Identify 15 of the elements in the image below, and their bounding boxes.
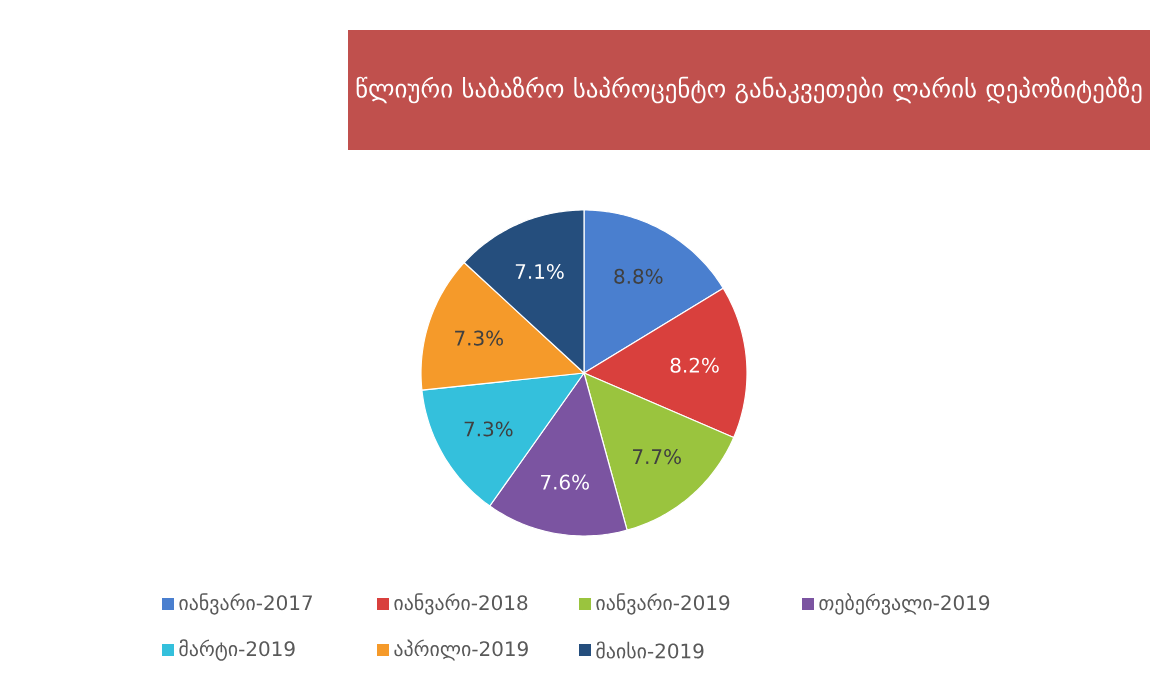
legend-label: იანვარი-2018 [394,593,528,615]
data-label: 7.3% [464,421,513,437]
legend-label: მარტი-2019 [179,639,295,661]
data-label: 7.6% [541,474,589,490]
legend-label: აპრილი-2019 [394,639,528,661]
legend-label: იანვარი-2019 [596,593,730,615]
data-label: 8.8% [614,268,663,284]
legend-label: იანვარი-2017 [179,593,312,615]
chart-title: წლიური საბაზრო საპროცენტო განაკვეთები ლარის დეპოზიტებზე [356,76,1142,104]
data-label: 7.1% [515,263,564,280]
legend-label: თებერვალი-2019 [819,593,990,615]
legend-label: მაისი-2019 [596,641,704,659]
data-label: 8.2% [670,357,719,373]
data-label: 7.7% [633,449,681,465]
data-label: 7.3% [455,330,503,346]
